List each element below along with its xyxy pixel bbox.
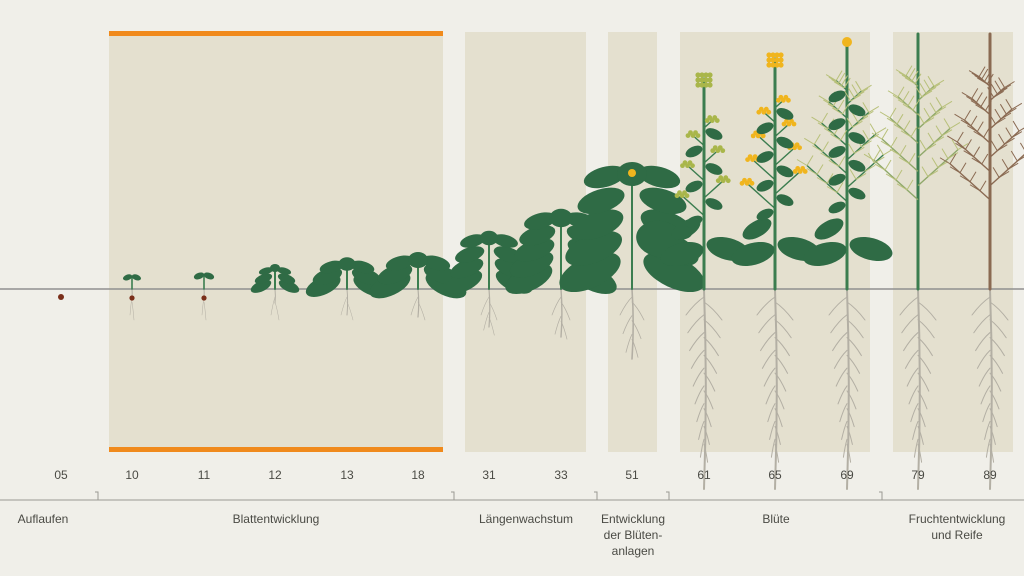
plant-flowering-61	[660, 72, 750, 291]
highlight-bar-top	[109, 31, 443, 36]
growth-code: 51	[625, 468, 639, 482]
plant-rosette	[559, 162, 705, 293]
plant-seedling	[122, 274, 142, 290]
root-system	[685, 288, 723, 490]
root-system	[410, 288, 426, 321]
growth-code: 10	[125, 468, 139, 482]
stage-label-line: anlagen	[611, 544, 655, 558]
growth-code: 31	[482, 468, 496, 482]
stage-label-bluete: Blüte	[762, 512, 790, 526]
root-system	[756, 288, 794, 490]
growth-code: 18	[411, 468, 425, 482]
growth-code: 12	[268, 468, 282, 482]
root-system	[899, 288, 937, 490]
root-system	[480, 288, 498, 336]
root-system	[270, 288, 280, 321]
root-system	[340, 288, 354, 321]
stage-label-blattentwicklung: Blattentwicklung	[232, 512, 320, 526]
growth-code: 69	[840, 468, 854, 482]
plant-flowering-69	[796, 37, 894, 291]
growth-code: 33	[554, 468, 568, 482]
root-system	[971, 288, 1009, 490]
growth-code: 89	[983, 468, 997, 482]
stage-label-fruchtentwicklung: Fruchtentwicklung und Reife	[894, 511, 1020, 543]
growth-code: 65	[768, 468, 782, 482]
stage-axis	[0, 491, 1024, 501]
roots-layer	[129, 288, 1009, 490]
root-system	[828, 288, 866, 490]
growth-code: 11	[197, 468, 211, 482]
seed-icon	[58, 294, 64, 300]
growth-code: 13	[340, 468, 354, 482]
growth-code: 79	[911, 468, 925, 482]
plant-seedling	[193, 272, 215, 290]
stage-label-entwicklung: Entwicklung der Blüten- anlagen	[592, 511, 674, 559]
stage-label-line: Entwicklung	[600, 512, 666, 526]
growth-code: 61	[697, 468, 711, 482]
plants-layer	[58, 32, 1024, 301]
plant-mature-89	[939, 32, 1024, 291]
root-system	[619, 288, 645, 360]
plant-ripening-79	[863, 32, 969, 291]
stage-label-laengenwachstum: Längenwachstum	[478, 512, 574, 526]
stage-label-line: und Reife	[931, 528, 983, 542]
panel-blattentwicklung	[109, 32, 443, 452]
root-system	[551, 288, 571, 340]
highlight-bar-bottom	[109, 447, 443, 452]
stage-label-auflaufen: Auflaufen	[17, 512, 69, 526]
plant-rosette	[250, 264, 300, 293]
growth-code: 05	[54, 468, 68, 482]
stage-label-line: der Blüten-	[603, 528, 663, 542]
stage-label-line: Fruchtentwicklung	[908, 512, 1006, 526]
panel-fruchtentwicklung	[893, 32, 1013, 452]
